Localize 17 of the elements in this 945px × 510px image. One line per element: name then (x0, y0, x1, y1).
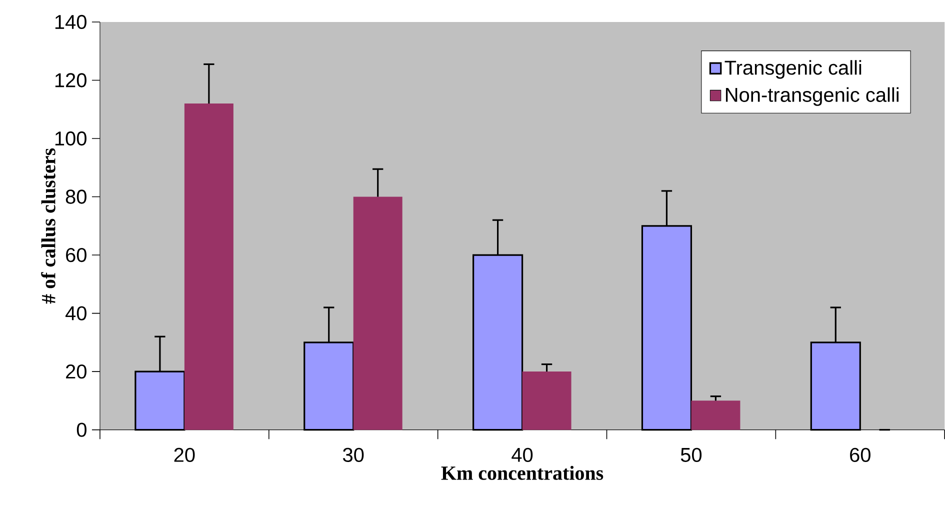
y-tick-label: 0 (76, 422, 86, 437)
legend-label: Non-transgenic calli (726, 87, 898, 106)
y-tick-label: 60 (66, 248, 86, 262)
legend-label: Transgenic calli (724, 60, 862, 79)
y-axis-title: # of callus clusters (41, 148, 56, 304)
x-tick-label: 20 (174, 448, 195, 462)
x-tick-label: 30 (342, 448, 364, 462)
x-tick-label: 50 (680, 448, 702, 462)
y-tick-label: 40 (65, 306, 86, 320)
x-tick-label: 60 (850, 448, 870, 462)
y-tick-label: 20 (66, 364, 86, 379)
x-tick-label: 40 (512, 448, 533, 462)
y-tick-label: 120 (55, 73, 86, 88)
y-tick-label: 140 (55, 15, 86, 30)
y-tick-label: 80 (66, 190, 86, 204)
x-axis-title: Km concentrations (441, 466, 604, 480)
y-tick-label: 100 (55, 132, 86, 146)
